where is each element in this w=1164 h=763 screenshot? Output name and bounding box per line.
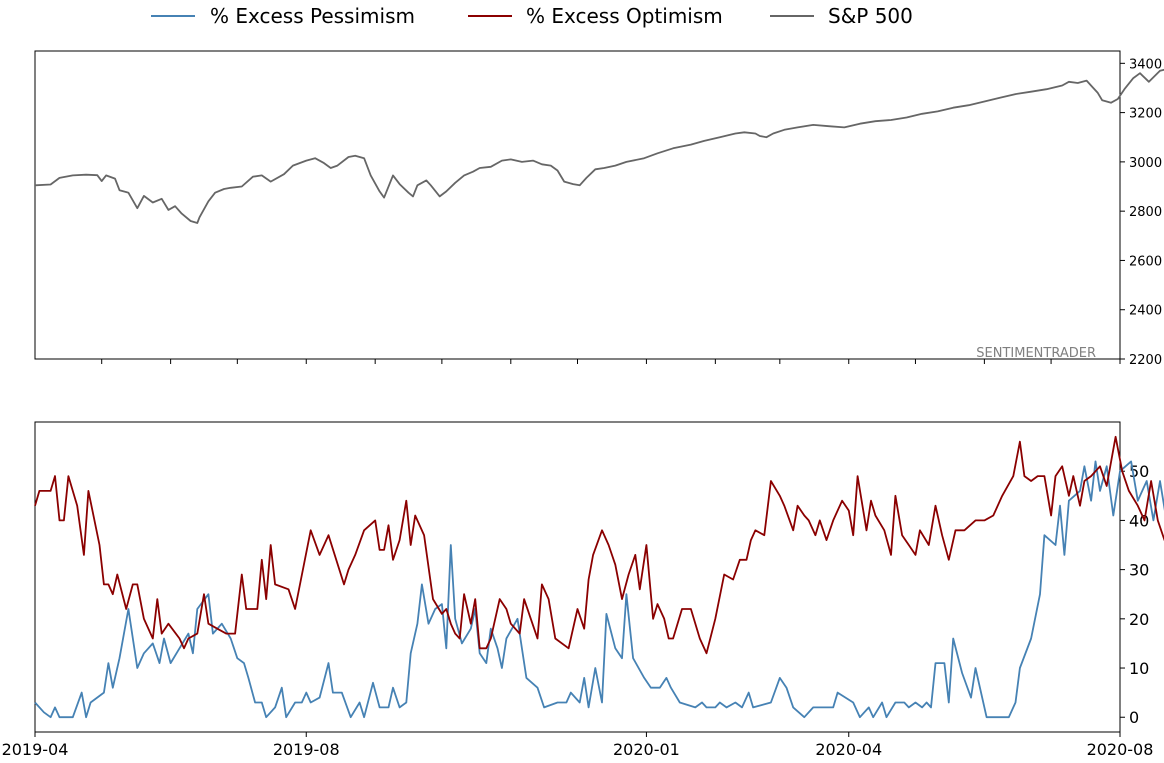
y-tick-label: 3400: [1129, 57, 1162, 72]
y-tick-label: 0: [1129, 708, 1139, 727]
x-tick-label: 2019-04: [2, 740, 69, 759]
sp500-x-ticks: [101, 359, 1121, 364]
y-tick-label: 2200: [1129, 353, 1162, 368]
x-tick-label: 2020-01: [613, 740, 680, 759]
legend-label: % Excess Pessimism: [210, 4, 415, 28]
y-tick-label: 3200: [1129, 107, 1162, 122]
sp500-series: [34, 68, 1164, 224]
series-line-excess-pessimism: [34, 460, 1164, 719]
y-tick-label: 20: [1129, 610, 1149, 629]
sp500-y-axis: 2200 2400 2600 2800 3000 3200 3400: [1120, 57, 1162, 368]
sp500-panel: 2200 2400 2600 2800 3000 3200 3400 SENTIMENTRA…: [34, 50, 1164, 368]
legend-label: S&P 500: [828, 4, 913, 28]
sentiment-panel: 2019-04 2019-08 2020-01 2020-04 2020-08 0 10 2…: [2, 421, 1164, 759]
x-tick-label: 2020-08: [1087, 740, 1154, 759]
sp500-plot-frame: [34, 50, 1121, 360]
y-tick-label: 10: [1129, 659, 1149, 678]
legend-item-s-p-500: S&P 500: [770, 4, 913, 28]
legend-item-excess-optimism: % Excess Optimism: [468, 4, 723, 28]
y-tick-label: 2400: [1129, 304, 1162, 319]
series-line-s-p-500: [34, 68, 1164, 224]
sentiment-plot-frame: [34, 421, 1121, 733]
y-tick-label: 30: [1129, 561, 1149, 580]
x-tick-label: 2020-04: [815, 740, 882, 759]
y-tick-label: 40: [1129, 511, 1149, 530]
legend: % Excess Pessimism % Excess Optimism S&P 5…: [151, 4, 913, 28]
legend-label: % Excess Optimism: [526, 4, 723, 28]
sentiment-series: [34, 435, 1164, 719]
x-tick-label: 2019-08: [273, 740, 340, 759]
legend-item-excess-pessimism: % Excess Pessimism: [151, 4, 415, 28]
sentiment-x-axis: 2019-04 2019-08 2020-01 2020-04 2020-08: [2, 732, 1154, 759]
y-tick-label: 2600: [1129, 254, 1162, 269]
series-line-excess-optimism: [34, 435, 1164, 655]
watermark: SENTIMENTRADER: [976, 346, 1096, 361]
y-tick-label: 2800: [1129, 205, 1162, 220]
y-tick-label: 3000: [1129, 156, 1162, 171]
